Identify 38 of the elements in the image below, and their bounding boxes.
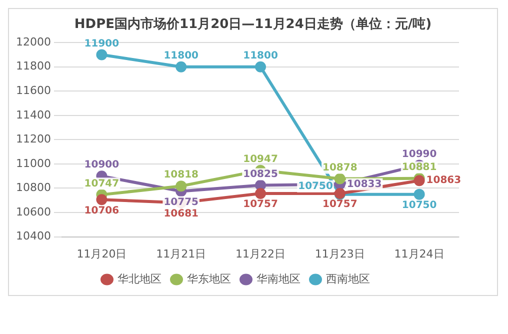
data-label: 10878 <box>322 162 358 174</box>
y-tick-label: 11800 <box>16 60 51 73</box>
data-label: 10747 <box>84 178 120 190</box>
y-tick-label: 10400 <box>16 230 51 243</box>
x-tick-label: 11月20日 <box>76 247 127 260</box>
y-tick-label: 11200 <box>16 132 51 146</box>
legend-label: 华北地区 <box>118 272 162 286</box>
chart-title: HDPE国内市场价11月20日—11月24日走势（单位：元/吨) <box>73 16 433 33</box>
legend-label: 华南地区 <box>256 272 300 286</box>
y-tick-label: 10600 <box>16 205 51 218</box>
data-label: 10833 <box>346 178 382 190</box>
data-label: 10818 <box>164 170 199 181</box>
data-label: 11900 <box>84 38 120 50</box>
data-label: 10863 <box>426 175 462 186</box>
x-tick-label: 11月21日 <box>156 247 206 260</box>
data-label: 10757 <box>243 199 278 210</box>
y-tick-label: 11400 <box>16 108 51 122</box>
data-label: 11800 <box>243 50 278 62</box>
legend-label: 华东地区 <box>187 272 231 286</box>
y-tick-label: 10800 <box>16 181 51 194</box>
data-label: 10990 <box>402 148 437 160</box>
y-tick-label: 12000 <box>16 35 51 48</box>
legend-label: 西南地区 <box>326 272 370 286</box>
y-tick-label: 11600 <box>16 84 51 98</box>
data-label: 10681 <box>164 208 199 220</box>
x-tick-label: 11月23日 <box>314 247 365 260</box>
data-label: 10947 <box>243 154 278 165</box>
data-label: 10825 <box>243 168 278 180</box>
data-label: 10750 <box>298 180 333 192</box>
data-label: 10757 <box>322 199 358 210</box>
data-label: 10750 <box>402 200 437 211</box>
data-label: 10900 <box>84 160 120 171</box>
x-tick-label: 11月22日 <box>235 247 286 260</box>
x-tick-label: 11月24日 <box>394 247 444 260</box>
data-label: 11800 <box>164 50 199 62</box>
data-label: 10706 <box>84 205 120 216</box>
y-tick-label: 11000 <box>16 156 51 170</box>
data-label: 10881 <box>402 162 437 174</box>
